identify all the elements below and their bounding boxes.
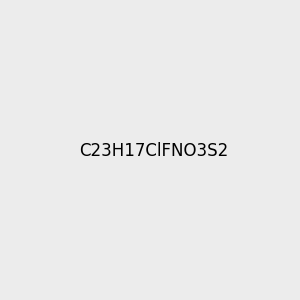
Text: C23H17ClFNO3S2: C23H17ClFNO3S2	[79, 142, 228, 160]
